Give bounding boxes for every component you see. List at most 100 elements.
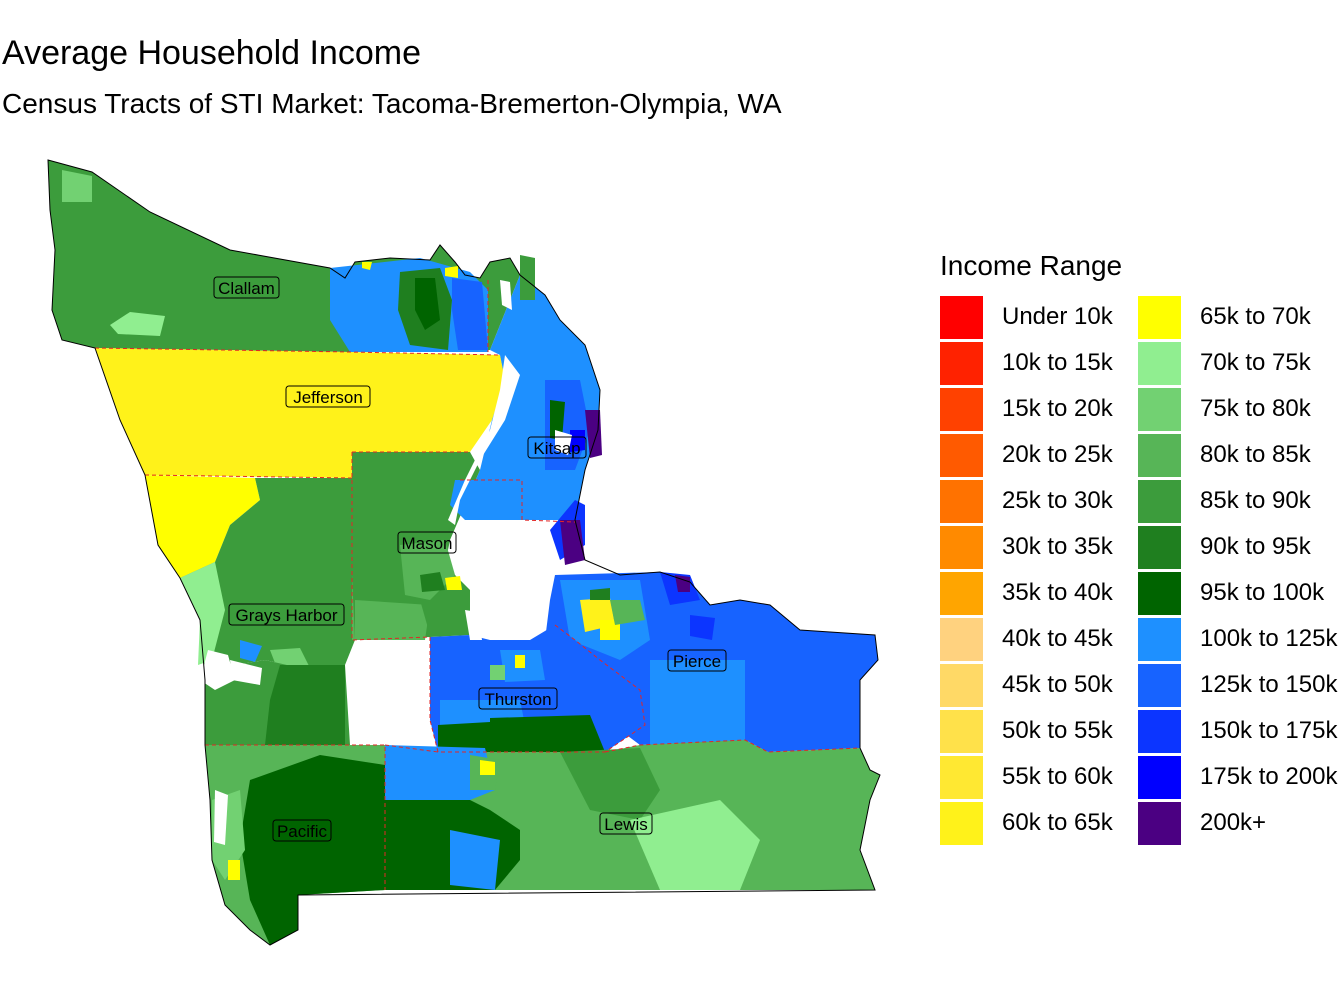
legend-swatch [1138,341,1181,385]
legend-swatch [940,755,983,799]
legend-item: 150k to 175k [1138,708,1337,754]
legend-item: 65k to 70k [1138,294,1337,340]
county-label-text: Pierce [673,652,721,671]
county-jefferson [95,348,505,578]
county-label-text: Thurston [484,690,551,709]
legend-item: 75k to 80k [1138,386,1337,432]
legend-label: 100k to 125k [1200,625,1338,652]
legend-swatch [1138,525,1181,569]
legend-label: 90k to 95k [1200,533,1311,560]
county-label-grays-harbor: Grays Harbor [228,603,345,626]
county-label-text: Mason [401,534,452,553]
county-label-text: Pacific [277,822,328,841]
income-legend: Income Range Under 10k 10k to 15k 15k to 2… [940,250,1344,846]
legend-label: 95k to 100k [1200,579,1325,606]
county-label-text: Jefferson [293,388,363,407]
water-bodies [200,280,572,845]
legend-swatch [1138,617,1181,661]
legend-swatch [940,663,983,707]
legend-item: 10k to 15k [940,340,1138,386]
legend-item: 100k to 125k [1138,616,1337,662]
legend-swatch [940,801,983,845]
legend-swatch [1138,663,1181,707]
legend-label: 80k to 85k [1200,441,1311,468]
legend-label: Under 10k [1002,303,1113,330]
legend-label: 65k to 70k [1200,303,1311,330]
legend-swatch [1138,709,1181,753]
legend-swatch [940,479,983,523]
legend-swatch [940,617,983,661]
county-clallam [48,160,520,352]
legend-item: 200k+ [1138,800,1337,846]
legend-item: 45k to 50k [940,662,1138,708]
county-label-text: Grays Harbor [235,606,337,625]
choropleth-map: Clallam Jefferson Kitsap Mason Grays Har… [47,159,881,946]
legend-swatch [1138,801,1181,845]
county-pacific [205,745,385,945]
map-subtitle: Census Tracts of STI Market: Tacoma-Brem… [2,88,782,119]
county-lewis [385,740,880,890]
legend-item: 80k to 85k [1138,432,1337,478]
legend-item: 95k to 100k [1138,570,1337,616]
legend-item: 60k to 65k [940,800,1138,846]
legend-item: 15k to 20k [940,386,1138,432]
market-outline [47,159,881,946]
legend-item: 30k to 35k [940,524,1138,570]
legend-item: 125k to 150k [1138,662,1337,708]
legend-item: Under 10k [940,294,1138,340]
legend-label: 45k to 50k [1002,671,1113,698]
legend-item: 55k to 60k [940,754,1138,800]
legend-swatch [940,525,983,569]
legend-swatch [1138,755,1181,799]
legend-label: 175k to 200k [1200,763,1338,790]
legend-item: 85k to 90k [1138,478,1337,524]
legend-column-2: 65k to 70k 70k to 75k 75k to 80k 80k to 85k… [1138,294,1337,846]
legend-label: 200k+ [1200,809,1267,836]
legend-label: 150k to 175k [1200,717,1338,744]
legend-item: 90k to 95k [1138,524,1337,570]
legend-label: 20k to 25k [1002,441,1113,468]
legend-label: 55k to 60k [1002,763,1113,790]
legend-label: 35k to 40k [1002,579,1113,606]
legend-column-1: Under 10k 10k to 15k 15k to 20k 20k to 25k 2… [940,294,1138,846]
legend-item: 20k to 25k [940,432,1138,478]
county-label-thurston: Thurston [478,687,558,710]
legend-item: 175k to 200k [1138,754,1337,800]
legend-item: 50k to 55k [940,708,1138,754]
legend-swatch [940,571,983,615]
county-label-text: Lewis [604,815,647,834]
legend-label: 125k to 150k [1200,671,1338,698]
legend-item: 40k to 45k [940,616,1138,662]
county-label-lewis: Lewis [599,812,653,835]
legend-swatch [1138,433,1181,477]
legend-swatch [940,709,983,753]
legend-label: 50k to 55k [1002,717,1113,744]
legend-swatch [1138,295,1181,339]
legend-label: 85k to 90k [1200,487,1311,514]
legend-item: 35k to 40k [940,570,1138,616]
legend-item: 70k to 75k [1138,340,1337,386]
map-title: Average Household Income [2,34,421,72]
legend-label: 30k to 35k [1002,533,1113,560]
legend-swatch [940,295,983,339]
county-label-pierce: Pierce [667,649,727,672]
county-label-mason: Mason [397,531,457,554]
legend-item: 25k to 30k [940,478,1138,524]
legend-label: 75k to 80k [1200,395,1311,422]
legend-label: 40k to 45k [1002,625,1113,652]
legend-swatch [940,387,983,431]
legend-swatch [940,341,983,385]
legend-label: 15k to 20k [1002,395,1113,422]
county-label-pacific: Pacific [272,819,332,842]
legend-columns: Under 10k 10k to 15k 15k to 20k 20k to 25k 2… [940,294,1344,846]
legend-title: Income Range [940,250,1123,281]
county-mason [352,452,480,640]
county-label-text: Clallam [218,279,275,298]
legend-swatch [940,433,983,477]
county-labels: Clallam Jefferson Kitsap Mason Grays Har… [213,276,727,842]
legend-label: 70k to 75k [1200,349,1311,376]
county-label-kitsap: Kitsap [527,436,587,459]
legend-label: 60k to 65k [1002,809,1113,836]
legend-swatch [1138,571,1181,615]
legend-swatch [1138,479,1181,523]
